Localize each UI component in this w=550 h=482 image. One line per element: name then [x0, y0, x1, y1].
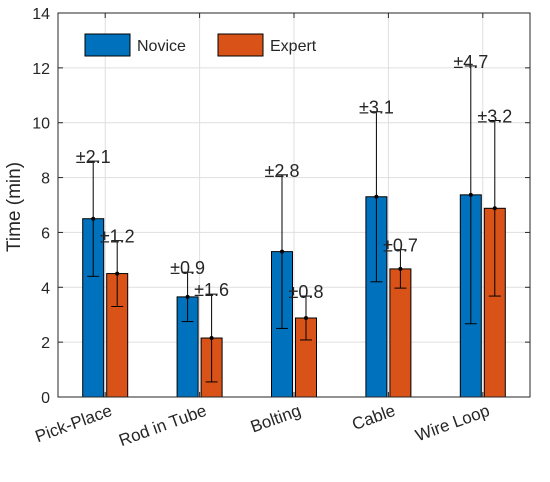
x-tick-label: Pick-Place — [33, 401, 115, 446]
error-label: ±2.8 — [265, 161, 300, 181]
error-label: ±0.7 — [383, 236, 418, 256]
error-bars — [87, 65, 501, 383]
mean-marker — [304, 316, 308, 321]
error-label: ±1.2 — [100, 227, 135, 247]
y-tick-label: 4 — [41, 280, 50, 297]
y-axis-label: Time (min) — [4, 162, 25, 252]
grid-lines — [58, 13, 530, 397]
x-tick-label: Cable — [350, 401, 398, 434]
error-label: ±0.8 — [289, 282, 324, 302]
error-label: ±0.9 — [170, 258, 205, 278]
y-tick-label: 12 — [32, 61, 50, 78]
y-tick-label: 10 — [32, 116, 50, 133]
legend-label-novice: Novice — [137, 38, 186, 55]
error-label: ±4.7 — [453, 52, 488, 72]
legend: Novice Expert — [84, 33, 317, 57]
legend-swatch-expert — [217, 33, 264, 57]
x-tick-label: Wire Loop — [413, 401, 492, 445]
mean-marker — [468, 192, 473, 197]
x-tick-label: Rod in Tube — [116, 401, 209, 450]
mean-marker — [492, 206, 497, 211]
y-tick-label: 8 — [41, 171, 50, 188]
mean-marker — [209, 336, 214, 341]
x-tick-label: Bolting — [248, 401, 303, 437]
mean-marker — [398, 266, 403, 271]
data-labels: ±2.1 ±0.9 ±2.8 ±3.1 ±4.7 ±1.2 ±1.6 ±0.8 ±0.7 ±3.2 — [76, 52, 513, 302]
y-tick-label: 2 — [41, 335, 50, 352]
mean-marker — [91, 216, 96, 221]
mean-marker — [185, 294, 190, 299]
mean-marker — [115, 271, 120, 276]
mean-marker — [280, 249, 284, 254]
error-label: ±3.1 — [359, 98, 394, 118]
y-tick-label: 0 — [41, 390, 50, 407]
mean-marker — [374, 194, 379, 199]
error-label: ±2.1 — [76, 147, 111, 167]
error-label: ±3.2 — [477, 107, 512, 127]
legend-swatch-novice — [84, 33, 131, 57]
error-label: ±1.6 — [194, 280, 229, 300]
y-tick-label: 14 — [32, 6, 50, 23]
plot-frame — [57, 12, 531, 398]
legend-label-expert: Expert — [270, 38, 317, 55]
y-tick-label: 6 — [41, 225, 50, 242]
